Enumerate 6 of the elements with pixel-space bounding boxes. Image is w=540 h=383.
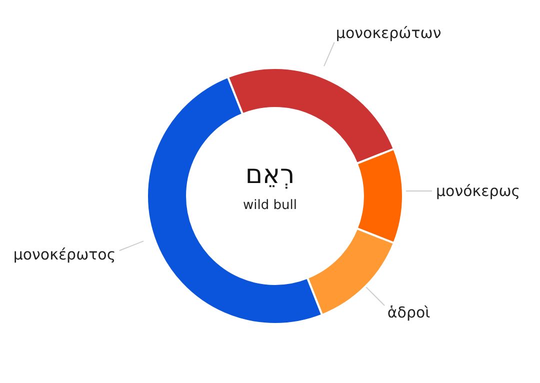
slice-label: μονοκερώτων xyxy=(336,24,442,42)
text: רְאֵם xyxy=(245,160,295,190)
slice-label: μονόκερως xyxy=(436,182,520,200)
slice-label: μονοκέρωτος xyxy=(13,245,116,264)
slice-label: ἁδροὶ xyxy=(387,304,430,322)
text: wild bull xyxy=(243,198,297,213)
